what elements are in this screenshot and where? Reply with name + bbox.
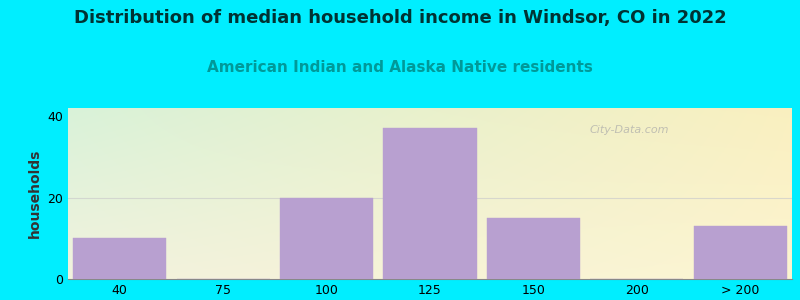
Text: Distribution of median household income in Windsor, CO in 2022: Distribution of median household income … (74, 9, 726, 27)
Text: City-Data.com: City-Data.com (590, 125, 669, 135)
Y-axis label: households: households (28, 149, 42, 238)
Bar (73, 238, 166, 279)
Bar (694, 226, 787, 279)
Bar (383, 128, 477, 279)
Bar (487, 218, 580, 279)
Text: American Indian and Alaska Native residents: American Indian and Alaska Native reside… (207, 60, 593, 75)
Bar (280, 198, 373, 279)
